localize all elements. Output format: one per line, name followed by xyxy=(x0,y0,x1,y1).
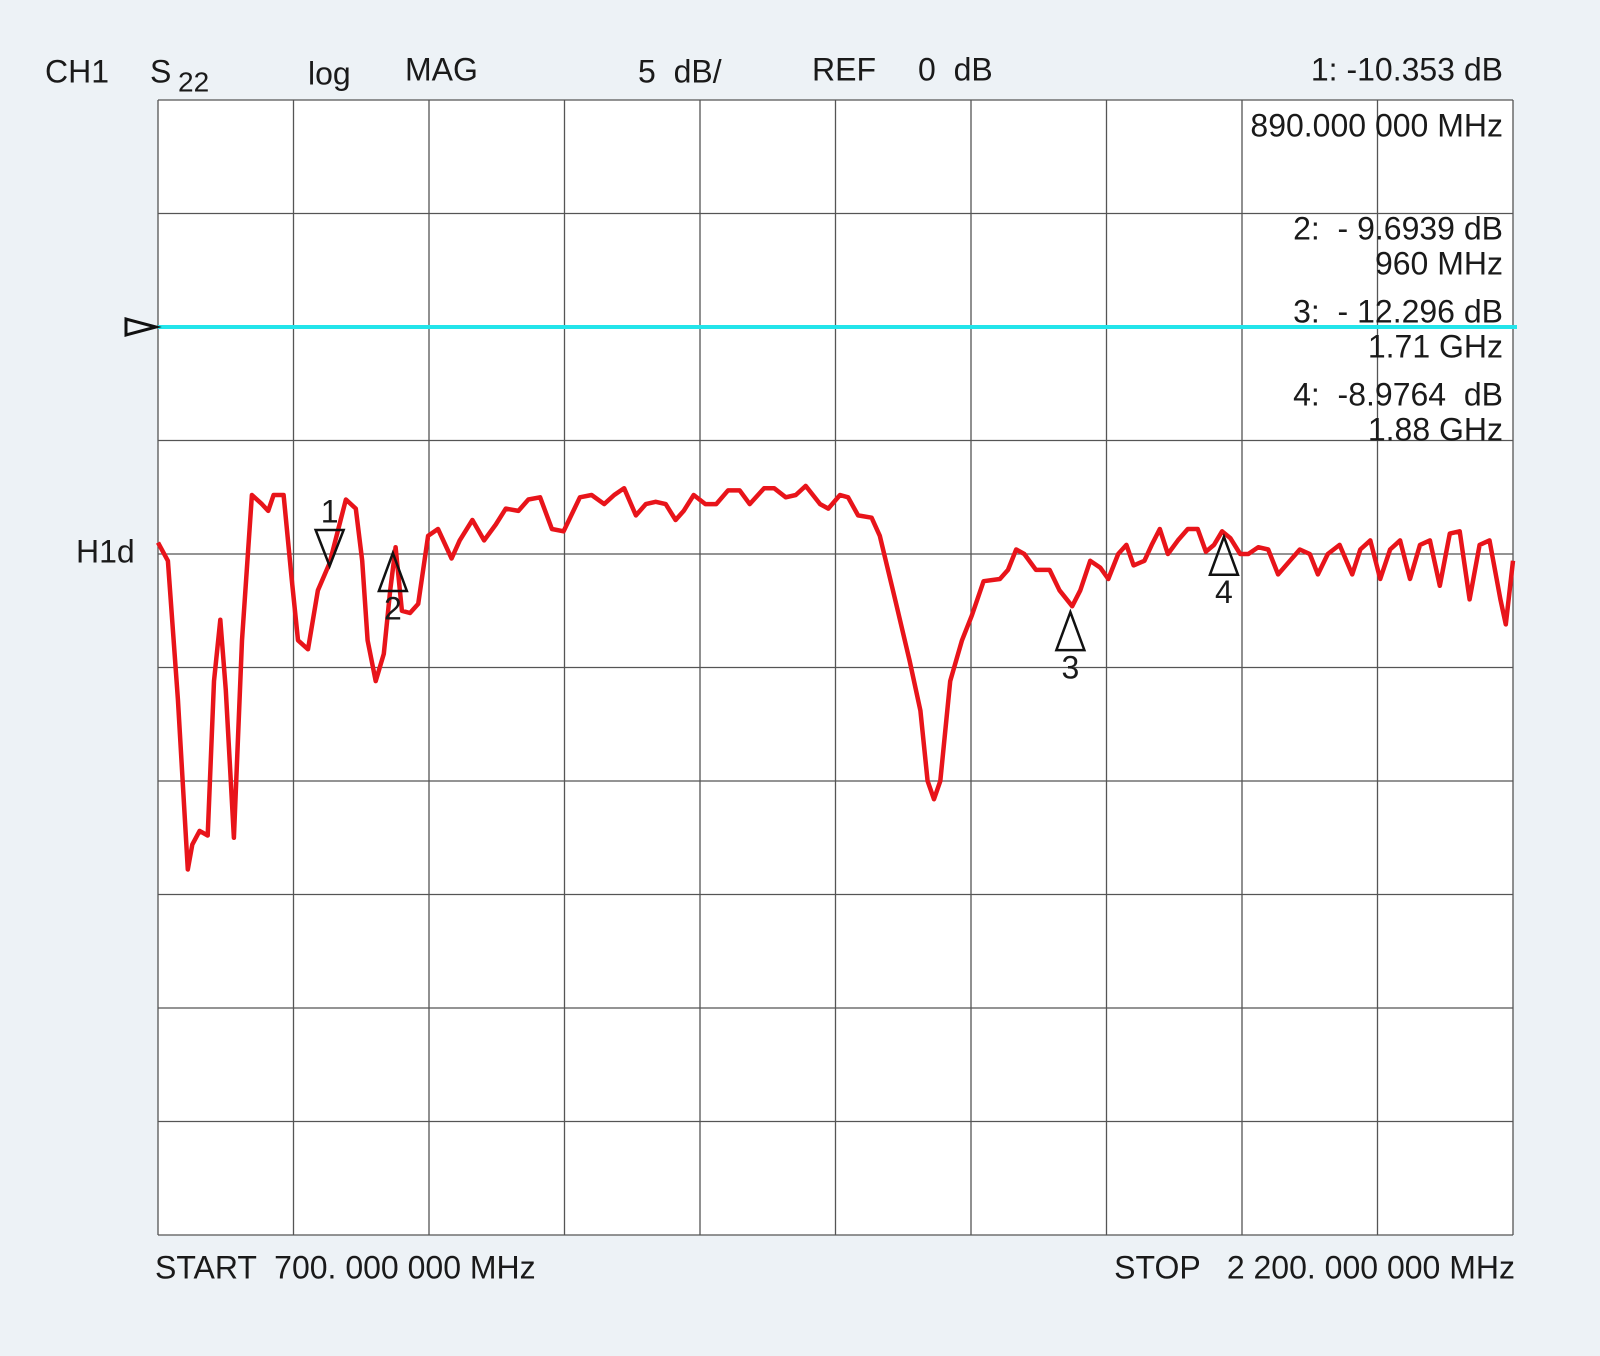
h1d-label: H1d xyxy=(76,533,135,569)
start-label: START 700. 000 000 MHz xyxy=(155,1249,536,1285)
marker-readout-frequency: 960 MHz xyxy=(1375,245,1503,281)
marker-symbol xyxy=(1054,608,1087,652)
marker-number: 1 xyxy=(321,493,339,529)
marker-number: 4 xyxy=(1215,574,1233,610)
marker-readout-frequency: 890.000 000 MHz xyxy=(1250,107,1503,143)
param-label: S xyxy=(150,53,171,89)
trace xyxy=(156,483,1516,872)
marker-readout-frequency: 1.88 GHz xyxy=(1368,411,1503,447)
ref-word: REF xyxy=(812,51,876,87)
marker-symbol xyxy=(1208,533,1240,577)
format-label: log xyxy=(308,55,351,91)
marker-number: 2 xyxy=(384,591,402,627)
reference-pointer xyxy=(124,317,162,337)
marker-readout-frequency: 1.71 GHz xyxy=(1368,328,1503,364)
stop-label: STOP 2 200. 000 000 MHz xyxy=(1114,1249,1515,1285)
mode-label: MAG xyxy=(405,51,478,87)
ref-value: 0 dB xyxy=(918,51,993,87)
marker-readout-value: 3: - 12.296 dB xyxy=(1293,293,1503,329)
marker-readout-value: 2: - 9.6939 dB xyxy=(1293,210,1503,246)
channel-label: CH1 xyxy=(45,53,109,89)
marker-symbol xyxy=(313,528,346,570)
marker-readout-value: 1: -10.353 dB xyxy=(1311,51,1503,87)
scale-label: 5 dB/ xyxy=(638,53,722,89)
marker-symbol xyxy=(377,549,409,593)
marker-number: 3 xyxy=(1061,650,1079,686)
param-subscript: 22 xyxy=(178,66,209,97)
marker-readout-value: 4: -8.9764 dB xyxy=(1293,376,1503,412)
